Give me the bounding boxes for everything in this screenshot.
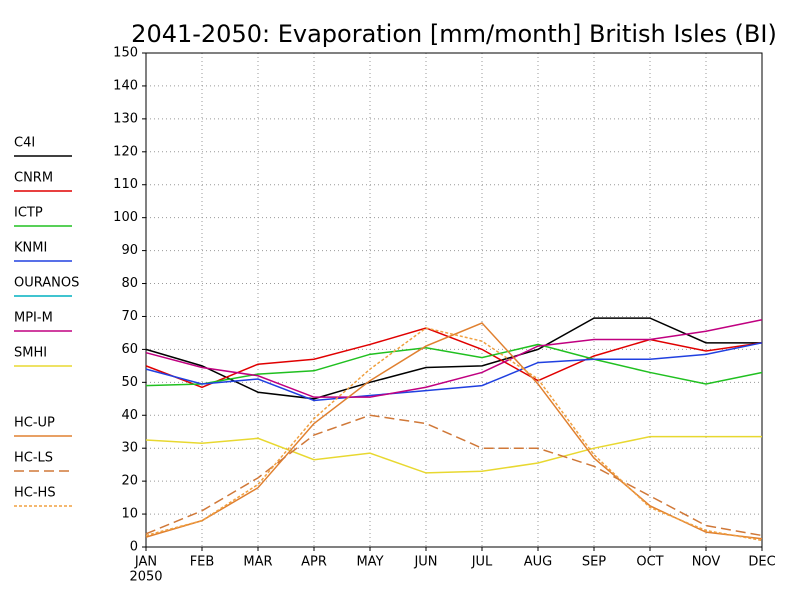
- legend-label: HC-LS: [14, 451, 53, 466]
- chart-title: 2041-2050: Evaporation [mm/month] Britis…: [131, 20, 777, 48]
- y-tick-label: 40: [121, 408, 138, 423]
- x-tick-label: MAR: [243, 555, 272, 570]
- legend-label: HC-UP: [14, 416, 55, 431]
- x-tick-label: APR: [301, 555, 327, 570]
- y-tick-label: 80: [121, 276, 138, 291]
- y-tick-label: 30: [121, 441, 138, 456]
- x-tick-label: MAY: [356, 555, 383, 570]
- plot-frame: [145, 52, 763, 548]
- series-line: [145, 342, 763, 402]
- y-tick-label: 100: [113, 210, 138, 225]
- y-tick-label: 140: [113, 78, 138, 93]
- y-tick-label: 150: [113, 46, 138, 61]
- series-line: [145, 343, 763, 387]
- legend-label: MPI-M: [14, 311, 53, 326]
- y-tick-label: 50: [121, 375, 138, 390]
- legend-label: HC-HS: [14, 486, 56, 501]
- series-line: [145, 319, 763, 398]
- legend-label: OURANOS: [14, 276, 79, 291]
- y-tick-label: 70: [121, 309, 138, 324]
- y-tick-label: 110: [113, 177, 138, 192]
- x-tick-label: OCT: [636, 555, 663, 570]
- y-tick-label: 0: [130, 540, 138, 555]
- y-tick-label: 60: [121, 342, 138, 357]
- x-year-label: 2050: [129, 570, 162, 585]
- x-tick-label: DEC: [748, 555, 775, 570]
- series-line: [145, 414, 763, 537]
- legend-label: CNRM: [14, 171, 53, 186]
- x-tick-label: AUG: [524, 555, 552, 570]
- y-tick-label: 130: [113, 111, 138, 126]
- x-tick-label: JUL: [471, 555, 493, 570]
- series-line: [145, 317, 762, 400]
- y-tick-label: 90: [121, 243, 138, 258]
- legend-label: KNMI: [14, 241, 47, 256]
- x-tick-label: JAN: [134, 555, 157, 570]
- x-tick-label: FEB: [190, 555, 215, 570]
- legend-label: SMHI: [14, 346, 47, 361]
- series-line: [145, 322, 763, 540]
- x-tick-label: SEP: [582, 555, 606, 570]
- y-tick-label: 10: [121, 507, 138, 522]
- series-line: [145, 435, 762, 474]
- series-line: [145, 327, 763, 542]
- x-tick-label: JUN: [413, 555, 437, 570]
- x-tick-label: NOV: [692, 555, 721, 570]
- series-line: [145, 327, 763, 389]
- y-tick-label: 20: [121, 474, 138, 489]
- legend-label: C4I: [14, 136, 35, 151]
- legend-label: ICTP: [14, 206, 43, 221]
- y-tick-label: 120: [113, 144, 138, 159]
